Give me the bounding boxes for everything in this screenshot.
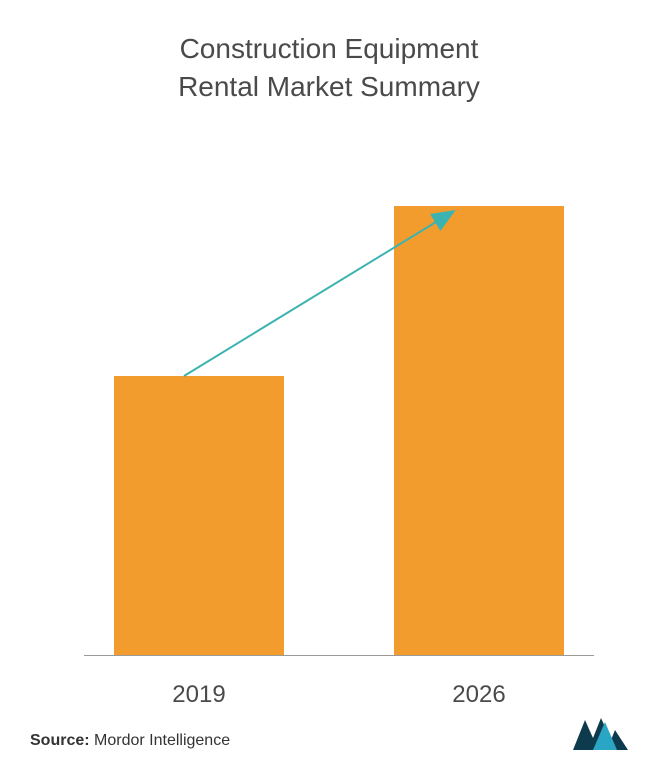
chart-title: Construction Equipment Rental Market Sum… <box>40 30 618 106</box>
chart-container: Construction Equipment Rental Market Sum… <box>0 0 658 780</box>
source-attribution: Source: Mordor Intelligence <box>30 732 230 750</box>
x-label-2026: 2026 <box>394 681 564 709</box>
mordor-logo-icon <box>573 710 628 750</box>
bar-2026 <box>394 206 564 656</box>
bar-2019 <box>114 376 284 656</box>
source-text: Mordor Intelligence <box>90 732 231 749</box>
title-line-2: Rental Market Summary <box>178 71 480 102</box>
chart-footer: Source: Mordor Intelligence <box>30 710 628 750</box>
chart-baseline <box>84 655 594 656</box>
x-label-2019: 2019 <box>114 681 284 709</box>
source-label: Source: <box>30 732 90 749</box>
chart-area <box>54 156 604 656</box>
title-line-1: Construction Equipment <box>180 33 479 64</box>
x-axis-labels: 2019 2026 <box>54 681 604 711</box>
